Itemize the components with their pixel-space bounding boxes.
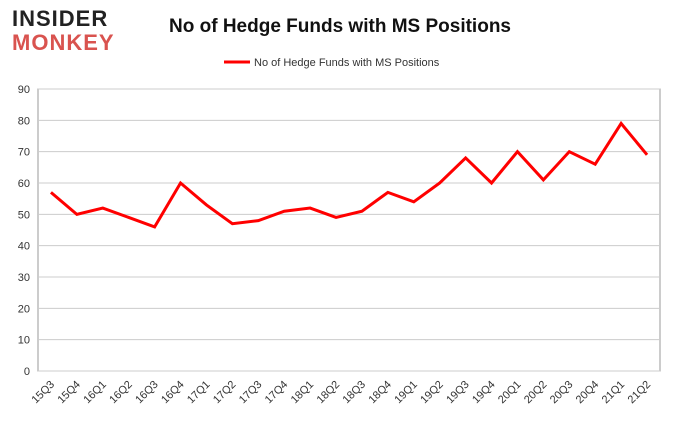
x-tick-label: 15Q4 — [55, 379, 83, 407]
x-tick-label: 15Q3 — [30, 379, 58, 407]
x-tick-label: 19Q2 — [418, 379, 446, 407]
x-tick-label: 18Q2 — [315, 379, 343, 407]
x-tick-label: 21Q2 — [626, 379, 654, 407]
logo-bottom: MONKEY — [12, 30, 115, 55]
x-tick-label: 19Q4 — [470, 379, 498, 407]
x-tick-label: 19Q1 — [392, 379, 420, 407]
y-tick-label: 0 — [24, 366, 30, 378]
x-tick-label: 20Q3 — [548, 379, 576, 407]
y-tick-label: 50 — [18, 209, 30, 221]
x-tick-label: 20Q1 — [496, 379, 524, 407]
y-tick-label: 80 — [18, 115, 30, 127]
x-tick-label: 17Q4 — [263, 379, 291, 407]
y-tick-label: 30 — [18, 272, 30, 284]
y-tick-label: 90 — [18, 84, 30, 96]
x-tick-label: 18Q1 — [289, 379, 317, 407]
x-tick-label: 20Q4 — [574, 379, 602, 407]
chart-title: No of Hedge Funds with MS Positions — [169, 16, 511, 37]
x-tick-label: 18Q4 — [366, 379, 394, 407]
legend-label: No of Hedge Funds with MS Positions — [254, 57, 440, 69]
x-tick-label: 17Q2 — [211, 379, 239, 407]
x-tick-label: 16Q3 — [133, 379, 161, 407]
logo-top: INSIDER — [12, 6, 108, 31]
data-line — [49, 120, 649, 229]
x-tick-label: 17Q3 — [237, 379, 265, 407]
y-tick-label: 60 — [18, 178, 30, 190]
x-tick-label: 16Q2 — [107, 379, 135, 407]
x-tick-label: 21Q1 — [600, 379, 628, 407]
y-tick-label: 10 — [18, 335, 30, 347]
x-tick-label: 17Q1 — [185, 379, 213, 407]
plot-frame — [37, 88, 661, 372]
x-tick-label: 19Q3 — [444, 379, 472, 407]
x-tick-label: 16Q1 — [81, 379, 109, 407]
y-tick-label: 70 — [18, 147, 30, 159]
y-tick-label: 40 — [18, 241, 30, 253]
y-tick-label: 20 — [18, 303, 30, 315]
x-tick-label: 16Q4 — [159, 379, 187, 407]
x-tick-label: 20Q2 — [522, 379, 550, 407]
x-tick-label: 18Q3 — [341, 379, 369, 407]
